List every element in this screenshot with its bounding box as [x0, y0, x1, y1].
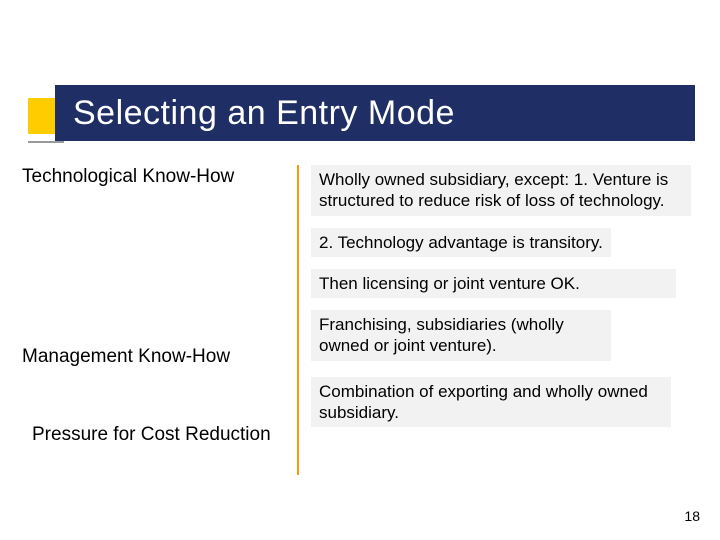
heading-technological: Technological Know-How: [22, 165, 289, 189]
block-licensing-ok: Then licensing or joint venture OK.: [311, 269, 676, 298]
right-column: Wholly owned subsidiary, except: 1. Vent…: [299, 165, 689, 475]
block-transitory: 2. Technology advantage is transitory.: [311, 228, 611, 257]
accent-line: [28, 141, 64, 143]
heading-cost-reduction: Pressure for Cost Reduction: [22, 423, 289, 447]
block-franchising: Franchising, subsidiaries (wholly owned …: [311, 310, 611, 361]
left-column: Technological Know-How Management Know-H…: [22, 165, 297, 475]
title-bar: Selecting an Entry Mode: [55, 85, 695, 141]
slide-title: Selecting an Entry Mode: [73, 94, 455, 133]
heading-management: Management Know-How: [22, 345, 289, 369]
content-area: Technological Know-How Management Know-H…: [22, 165, 702, 475]
page-number: 18: [684, 508, 700, 524]
block-combination: Combination of exporting and wholly owne…: [311, 377, 671, 428]
block-wholly-owned: Wholly owned subsidiary, except: 1. Vent…: [311, 165, 691, 216]
